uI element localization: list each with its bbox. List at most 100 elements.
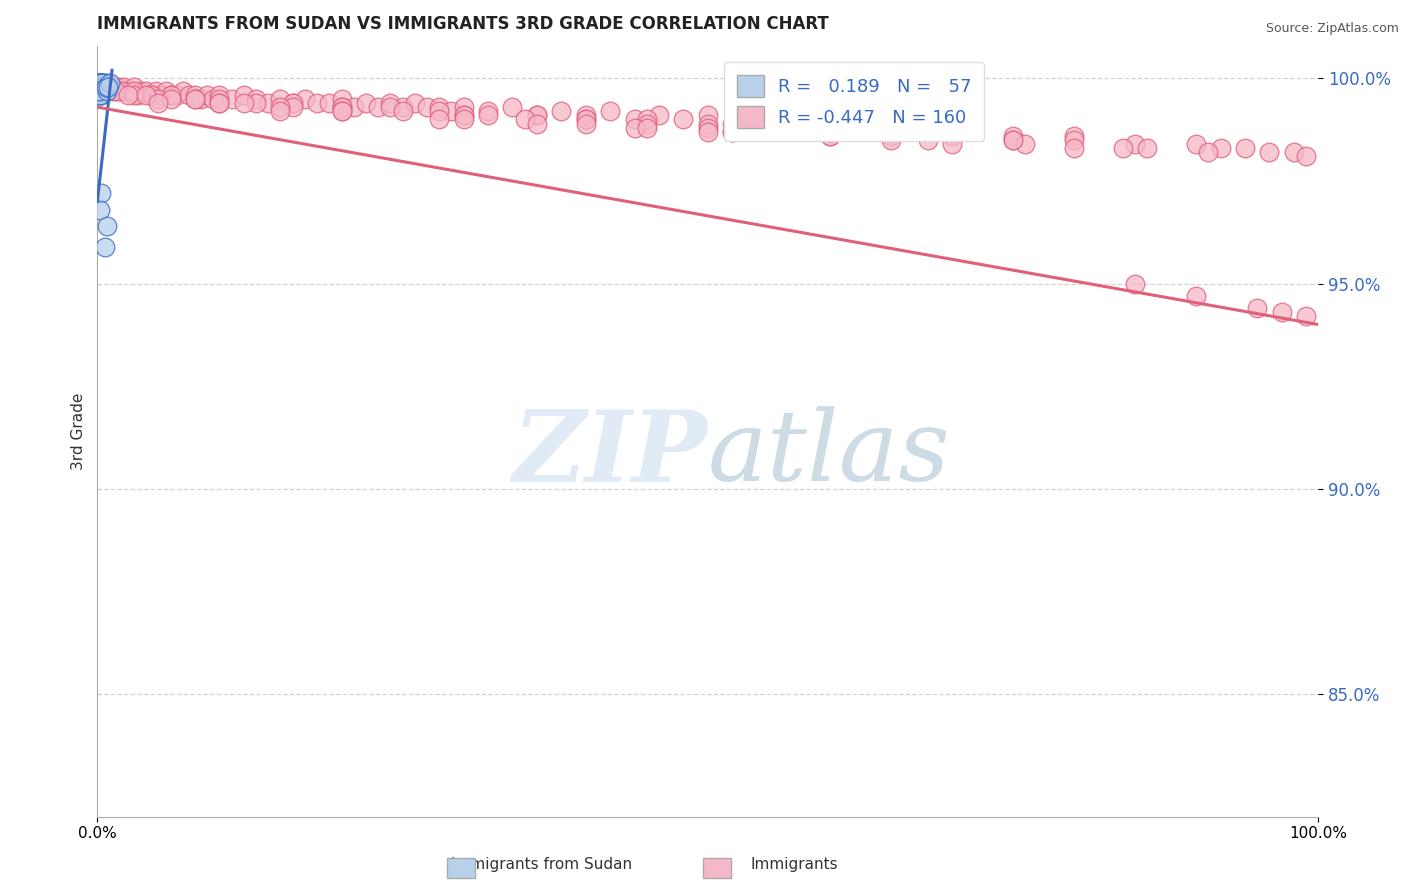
Point (367, 100, 389, 114)
Point (526, 108, 548, 122)
Point (90, 76, 112, 90)
Point (184, 92, 207, 106)
Point (93, 79, 115, 94)
Point (330, 104, 353, 119)
Point (93, 79, 115, 94)
Point (721, 117, 744, 131)
Point (117, 84, 139, 98)
Point (636, 117, 658, 131)
Point (794, 112, 817, 127)
Point (141, 87, 163, 102)
Point (184, 92, 207, 106)
Point (166, 87, 188, 102)
Point (89, 84, 111, 98)
Point (269, 104, 291, 119)
Point (416, 100, 439, 114)
Point (745, 112, 768, 127)
Point (453, 108, 475, 122)
Point (330, 100, 353, 114)
Point (513, 112, 536, 127)
Point (941, 137, 963, 152)
Point (1063, 141, 1085, 155)
Point (87, 84, 110, 98)
Point (330, 100, 353, 114)
Point (94, 79, 117, 94)
Point (1063, 128, 1085, 143)
Point (94, 79, 117, 94)
Point (770, 117, 793, 131)
Point (221, 92, 243, 106)
Point (145, 84, 167, 98)
Point (818, 128, 841, 143)
Point (880, 133, 903, 147)
Point (90, 186, 112, 201)
Point (121, 84, 143, 98)
Point (90, 76, 112, 90)
Point (672, 112, 695, 127)
Point (391, 100, 413, 114)
Point (245, 96, 267, 111)
Point (87, 84, 110, 98)
Point (818, 125, 841, 139)
Point (155, 84, 177, 98)
Point (526, 117, 548, 131)
Point (202, 92, 225, 106)
Point (1258, 145, 1281, 160)
Point (281, 96, 304, 111)
Point (1234, 141, 1257, 155)
Point (1271, 305, 1294, 319)
Point (648, 108, 671, 122)
Point (89, 84, 111, 98)
Point (93, 76, 115, 90)
Point (87, 76, 110, 90)
Point (90, 79, 112, 94)
Point (343, 100, 366, 114)
Point (1185, 137, 1208, 152)
Point (93, 76, 115, 90)
Point (440, 104, 463, 119)
Point (1063, 133, 1085, 147)
Point (127, 87, 149, 102)
Point (526, 108, 548, 122)
Point (380, 100, 402, 114)
Text: Source: ZipAtlas.com: Source: ZipAtlas.com (1265, 22, 1399, 36)
Point (159, 87, 181, 102)
Point (122, 87, 145, 102)
Point (87, 79, 110, 94)
Point (87, 76, 110, 90)
Point (96, 79, 118, 94)
Point (427, 112, 450, 127)
Point (1295, 149, 1317, 163)
Point (89, 76, 111, 90)
Point (93, 79, 115, 94)
Point (575, 117, 598, 131)
Point (391, 104, 413, 119)
Point (90, 76, 112, 90)
Point (94, 79, 117, 94)
Point (87, 84, 110, 98)
Point (90, 79, 112, 94)
Point (172, 84, 194, 98)
Y-axis label: 3rd Grade: 3rd Grade (72, 392, 86, 470)
Point (148, 96, 170, 111)
Point (97, 79, 120, 94)
Point (91, 79, 114, 94)
Point (90, 79, 112, 94)
Point (93, 79, 115, 94)
Point (96, 219, 118, 233)
Point (177, 87, 200, 102)
Point (758, 120, 780, 135)
Point (1112, 141, 1135, 155)
Point (87, 79, 110, 94)
Point (941, 128, 963, 143)
Point (1197, 145, 1219, 160)
Point (98, 79, 121, 94)
Point (94, 79, 117, 94)
Point (89, 79, 111, 94)
Point (1002, 128, 1025, 143)
Point (111, 84, 134, 98)
Point (696, 117, 718, 131)
Point (575, 112, 598, 127)
Point (89, 76, 111, 90)
Point (758, 120, 780, 135)
